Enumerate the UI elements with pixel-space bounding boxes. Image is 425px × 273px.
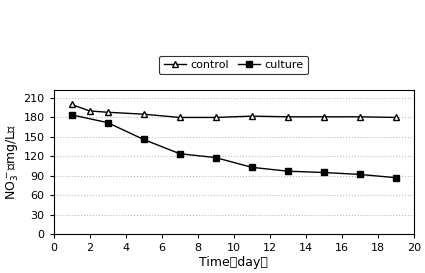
Line: control: control xyxy=(68,101,399,121)
culture xyxy=(141,138,146,141)
culture xyxy=(393,176,398,179)
control xyxy=(141,112,146,116)
control xyxy=(285,115,290,118)
control xyxy=(213,116,218,119)
control xyxy=(177,116,182,119)
culture xyxy=(321,171,326,174)
Line: culture: culture xyxy=(68,111,399,181)
culture xyxy=(249,166,254,169)
control xyxy=(69,103,74,106)
control xyxy=(393,116,398,119)
control xyxy=(357,115,362,118)
control xyxy=(249,114,254,118)
culture xyxy=(105,121,110,124)
culture xyxy=(357,173,362,176)
control xyxy=(87,109,92,112)
control xyxy=(105,111,110,114)
culture xyxy=(285,170,290,173)
Y-axis label: NO$_3^-$（mg/L）: NO$_3^-$（mg/L） xyxy=(4,124,21,200)
control xyxy=(321,115,326,118)
culture xyxy=(177,152,182,155)
culture xyxy=(213,156,218,159)
X-axis label: Time（day）: Time（day） xyxy=(199,256,268,269)
Legend: control, culture: control, culture xyxy=(159,55,308,75)
culture xyxy=(69,113,74,117)
